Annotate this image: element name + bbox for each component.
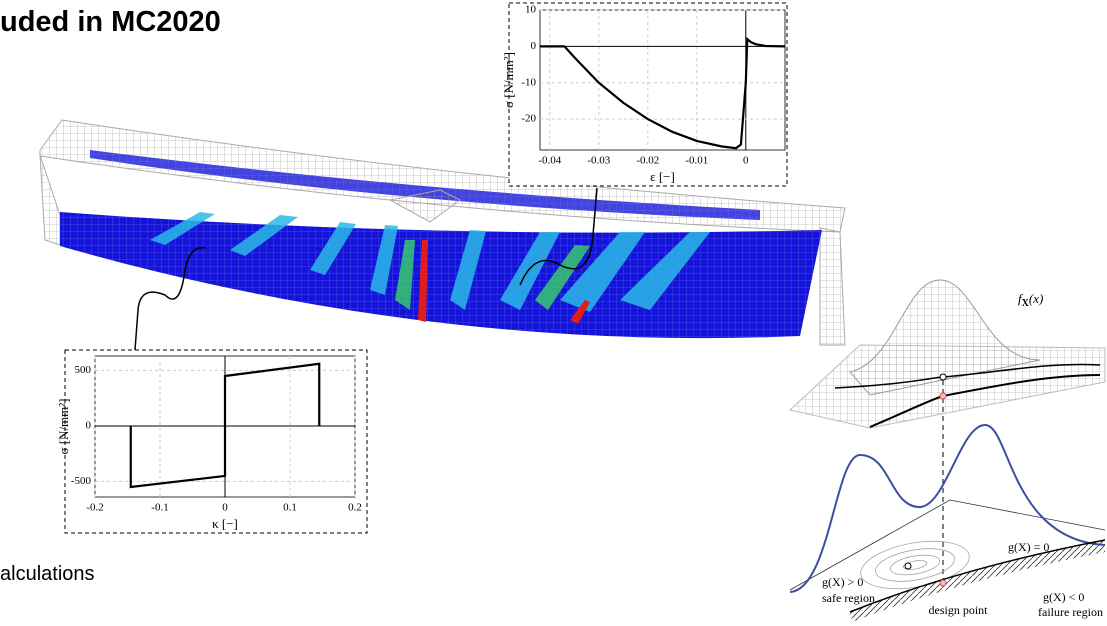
safe-label: safe region [822,591,875,605]
y-tick-label: 500 [75,364,92,376]
inset-frame [64,349,368,534]
slide-title: uded in MC2020 [0,6,221,38]
y-axis-label: σ [N/mm²] [501,52,516,108]
x-tick-label: 0.2 [348,502,362,514]
beam-model [39,119,846,346]
bullet-text: alculations [0,563,95,585]
y-tick-label: -500 [71,475,92,487]
x-axis-label: κ [−] [212,516,238,531]
y-tick-label: -10 [521,76,536,88]
y-tick-label: -20 [521,113,536,125]
y-tick-label: 0 [86,419,92,431]
reliability-figure [788,279,1106,622]
density-label-part: f [1018,291,1024,306]
density-label-part: X [1022,298,1030,309]
line-series [129,362,321,489]
x-tick-label: -0.02 [636,155,659,167]
x-tick-label: -0.2 [86,502,103,514]
y-tick-label: 0 [531,40,537,52]
x-tick-label: 0 [743,155,749,167]
x-tick-label: 0.1 [283,502,297,514]
line-series [540,36,786,150]
callout-line [519,187,598,286]
limit-state: g(X) = 0 [1008,540,1049,554]
x-tick-label: -0.01 [685,155,708,167]
failure-condition: g(X) < 0 [1043,590,1084,604]
safe-condition: g(X) > 0 [822,575,863,589]
x-axis-label: ε [−] [650,169,675,184]
x-tick-label: 0 [222,502,228,514]
y-tick-label: 10 [525,4,537,16]
x-tick-label: -0.04 [538,155,561,167]
x-tick-label: -0.1 [151,502,168,514]
callout-line [134,246,206,351]
failure-label: failure region [1038,605,1103,619]
density-label: fX(x) [1018,291,1043,309]
x-tick-label: -0.03 [587,155,610,167]
y-axis-label: σ [N/mm²] [56,398,71,454]
design-point: design point [929,603,989,617]
density-label-part: (x) [1029,291,1043,306]
